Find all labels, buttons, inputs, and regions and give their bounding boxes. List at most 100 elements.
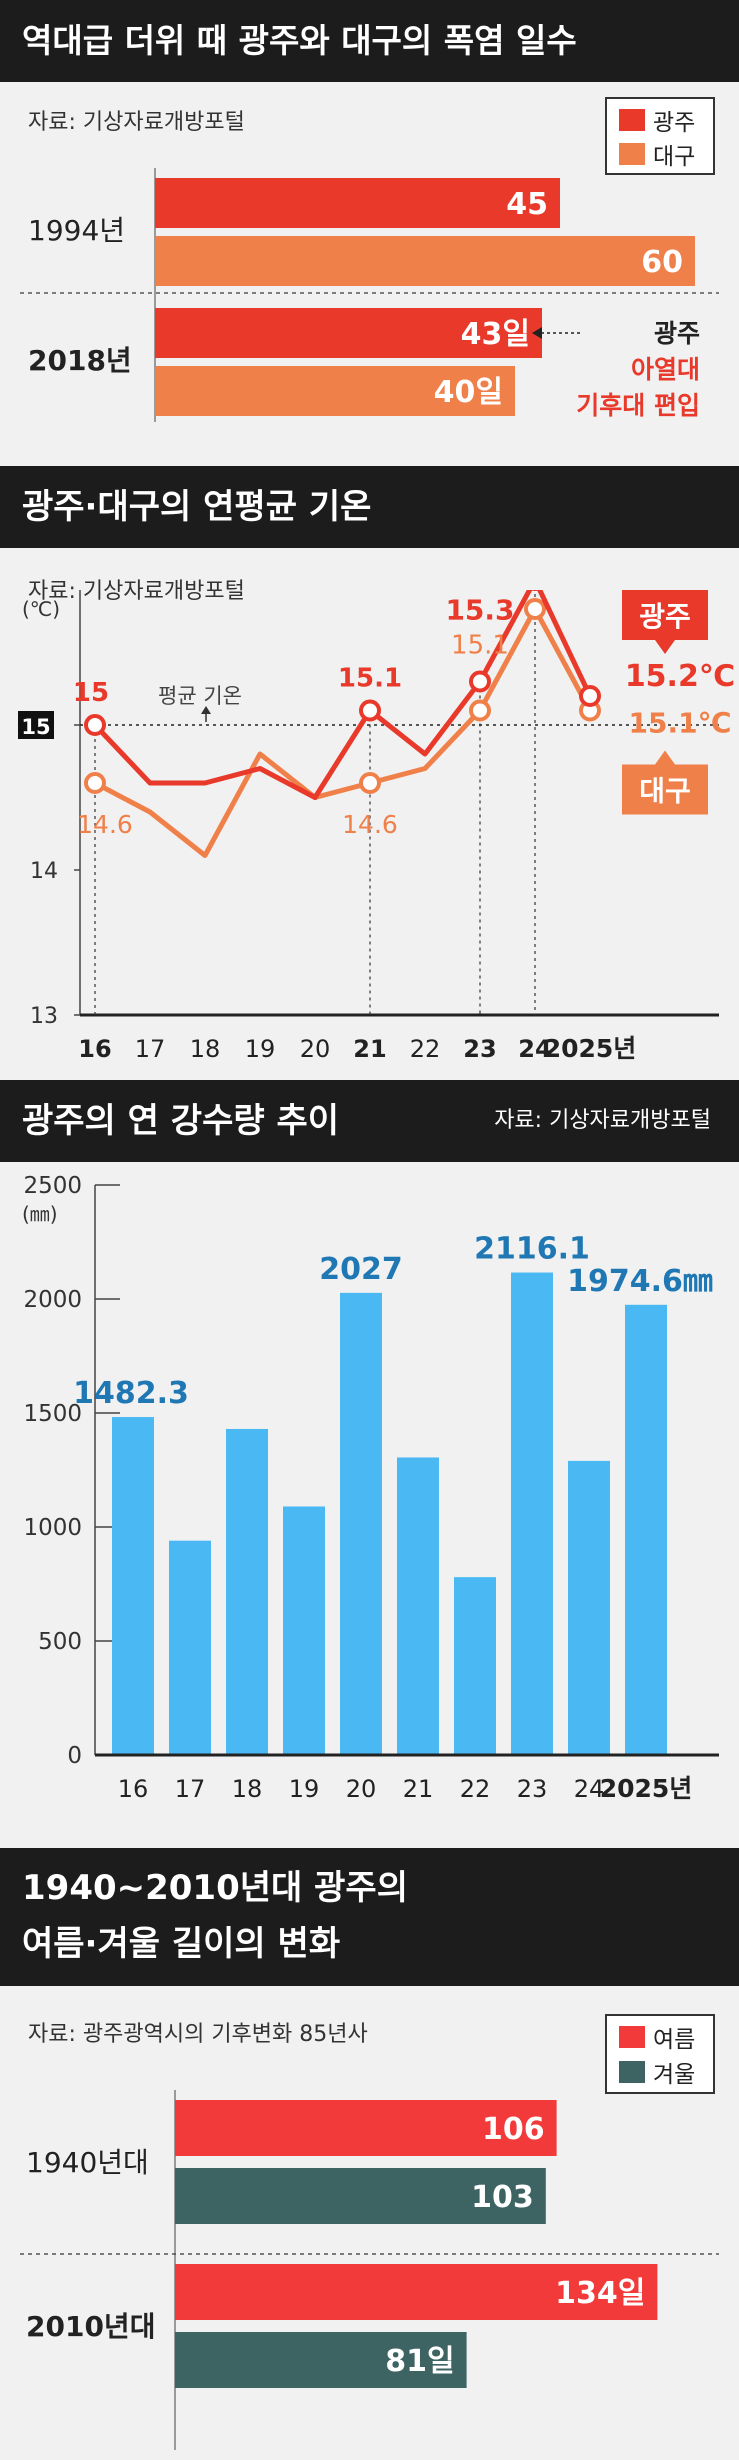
annotation-line-2: 기후대 편입: [576, 391, 700, 420]
bar-label-광주-0: 45: [506, 187, 548, 222]
series-line-광주: [93, 590, 593, 800]
series-tag-daegu-box: [622, 764, 708, 815]
bar-대구-0: [155, 236, 695, 286]
bar-label-대구-0: 60: [641, 245, 683, 280]
panel3-title-bar: 광주의 연 강수량 추이 자료: 기상자료개방포털: [0, 1080, 739, 1162]
point-label-gwangju-7: 15.3: [445, 594, 514, 627]
point-label-daegu-0: 14.6: [77, 810, 133, 839]
point-label-daegu-9: 15.1℃: [629, 707, 732, 740]
bar-겨울-0: [175, 2168, 546, 2224]
panel1-title: 역대급 더위 때 광주와 대구의 폭염 일수: [22, 21, 577, 60]
point-label-gwangju-0: 15: [73, 678, 109, 708]
panel3-source: 자료: 기상자료개방포털: [494, 1108, 711, 1133]
point-label-gwangju-5: 15.1: [338, 664, 402, 694]
point-광주-5: [359, 699, 381, 722]
x-tick-label-5: 21: [403, 1775, 434, 1803]
point-label-gwangju-9: 15.2℃: [625, 659, 735, 694]
bar-7: [511, 1272, 553, 1755]
point-label-daegu-7: 15.1: [451, 631, 509, 661]
avg-temp-pointer-head: [201, 706, 211, 714]
bar-광주-0: [155, 178, 560, 228]
panel4-source: 자료: 광주광역시의 기후변화 85년사: [28, 2022, 368, 2047]
bar-label-0: 1482.3: [73, 1376, 189, 1411]
category-label-0: 1994년: [28, 214, 125, 247]
bar-0: [112, 1417, 154, 1755]
bar-여름-0: [175, 2100, 557, 2156]
annotation-line-1: 아열대: [631, 355, 700, 384]
ref-value-box: [18, 711, 54, 739]
point-대구-0: [84, 772, 106, 794]
y-tick-label-3: 1500: [23, 1401, 82, 1427]
x-tick-label-8: 24: [518, 1035, 551, 1060]
y-tick-label-4: 2000: [23, 1287, 82, 1313]
panel1-legend: 광주 대구: [605, 97, 715, 175]
series-tag-gwangju-pointer: [655, 640, 675, 654]
y-tick-label-1: 500: [38, 1629, 82, 1655]
category-label-1: 2010년대: [26, 2310, 155, 2343]
x-tick-label-7: 23: [517, 1775, 548, 1803]
panel4-title-bar: 1940~2010년대 광주의 여름·겨울 길이의 변화: [0, 1848, 739, 1986]
panel4-season-chart: 1940년대 106 103 2010년대 134일 81일: [20, 2090, 719, 2450]
x-tick-label-1: 17: [135, 1035, 166, 1060]
series-tag-gwangju-box: [622, 590, 708, 640]
bar-label-겨울-1: 81일: [385, 2344, 454, 2379]
y-tick-label-0: 0: [67, 1743, 82, 1769]
x-tick-label-0: 16: [118, 1775, 149, 1803]
category-label-1: 2018년: [28, 344, 132, 377]
panel2-source: 자료: 기상자료개방포털: [28, 579, 245, 604]
point-광주-9: [579, 685, 601, 707]
legend-item-gwangju: 광주: [619, 105, 695, 136]
x-tick-label-4: 20: [300, 1035, 331, 1060]
category-label-0: 1940년대: [26, 2146, 149, 2179]
bar-여름-1: [175, 2264, 658, 2320]
bar-3: [283, 1506, 325, 1755]
legend-item-winter: 겨울: [619, 2057, 695, 2088]
y-tick-label-3: 16: [30, 590, 58, 594]
panel2-title-bar: 광주·대구의 연평균 기온: [0, 466, 739, 548]
bar-6: [454, 1577, 496, 1755]
annotation-line-0: 광주: [654, 319, 700, 348]
x-tick-label-1: 17: [175, 1775, 206, 1803]
point-대구-8: [524, 598, 546, 620]
panel4-legend: 여름 겨울: [605, 2014, 715, 2094]
x-tick-label-0: 16: [78, 1035, 111, 1060]
x-tick-label-3: 19: [245, 1035, 276, 1060]
x-tick-label-9: 2025년: [600, 1774, 693, 1803]
y-unit-label: (℃): [22, 597, 60, 621]
bar-label-여름-1: 134일: [555, 2276, 645, 2311]
point-광주-7: [469, 670, 491, 693]
legend-item-daegu: 대구: [619, 139, 695, 170]
panel1-source: 자료: 기상자료개방포털: [28, 110, 245, 135]
panel4-title-line1: 1940~2010년대 광주의: [22, 1868, 408, 1908]
x-tick-label-6: 22: [410, 1035, 441, 1060]
bar-5: [397, 1457, 439, 1755]
y-tick-label-0: 13: [30, 1004, 58, 1029]
series-tag-daegu: 대구: [639, 775, 691, 808]
x-tick-label-6: 22: [460, 1775, 491, 1803]
bar-label-광주-1: 43일: [461, 317, 530, 352]
panel3-rainfall-chart: 0 500 1000 1500 2000 2500 (㎜) 16 17 18 19 20 21 22 23 2…: [22, 1173, 719, 1803]
series-tag-gwangju: 광주: [639, 600, 691, 633]
panel4-title-line2: 여름·겨울 길이의 변화: [22, 1924, 341, 1964]
bar-1: [169, 1540, 211, 1755]
bar-label-7: 2116.1: [474, 1232, 590, 1267]
bar-label-겨울-0: 103: [471, 2180, 534, 2215]
bar-label-여름-0: 106: [482, 2112, 545, 2147]
y-unit-label: (㎜): [22, 1202, 58, 1226]
bar-4: [340, 1292, 382, 1755]
point-광주-0: [84, 714, 106, 736]
y-tick-label-1: 14: [30, 859, 58, 884]
y-tick-label-2: 1000: [23, 1515, 82, 1541]
point-대구-5: [359, 772, 381, 794]
bar-8: [568, 1460, 610, 1755]
point-대구-7: [469, 699, 491, 722]
panel3-title: 광주의 연 강수량 추이: [22, 1101, 340, 1141]
bar-label-4: 2027: [319, 1252, 403, 1287]
bar-9: [625, 1304, 667, 1755]
bar-2: [226, 1428, 268, 1755]
x-tick-label-9: 2025년: [544, 1034, 637, 1060]
series-tag-daegu-pointer: [655, 750, 675, 765]
x-tick-label-2: 18: [190, 1035, 221, 1060]
